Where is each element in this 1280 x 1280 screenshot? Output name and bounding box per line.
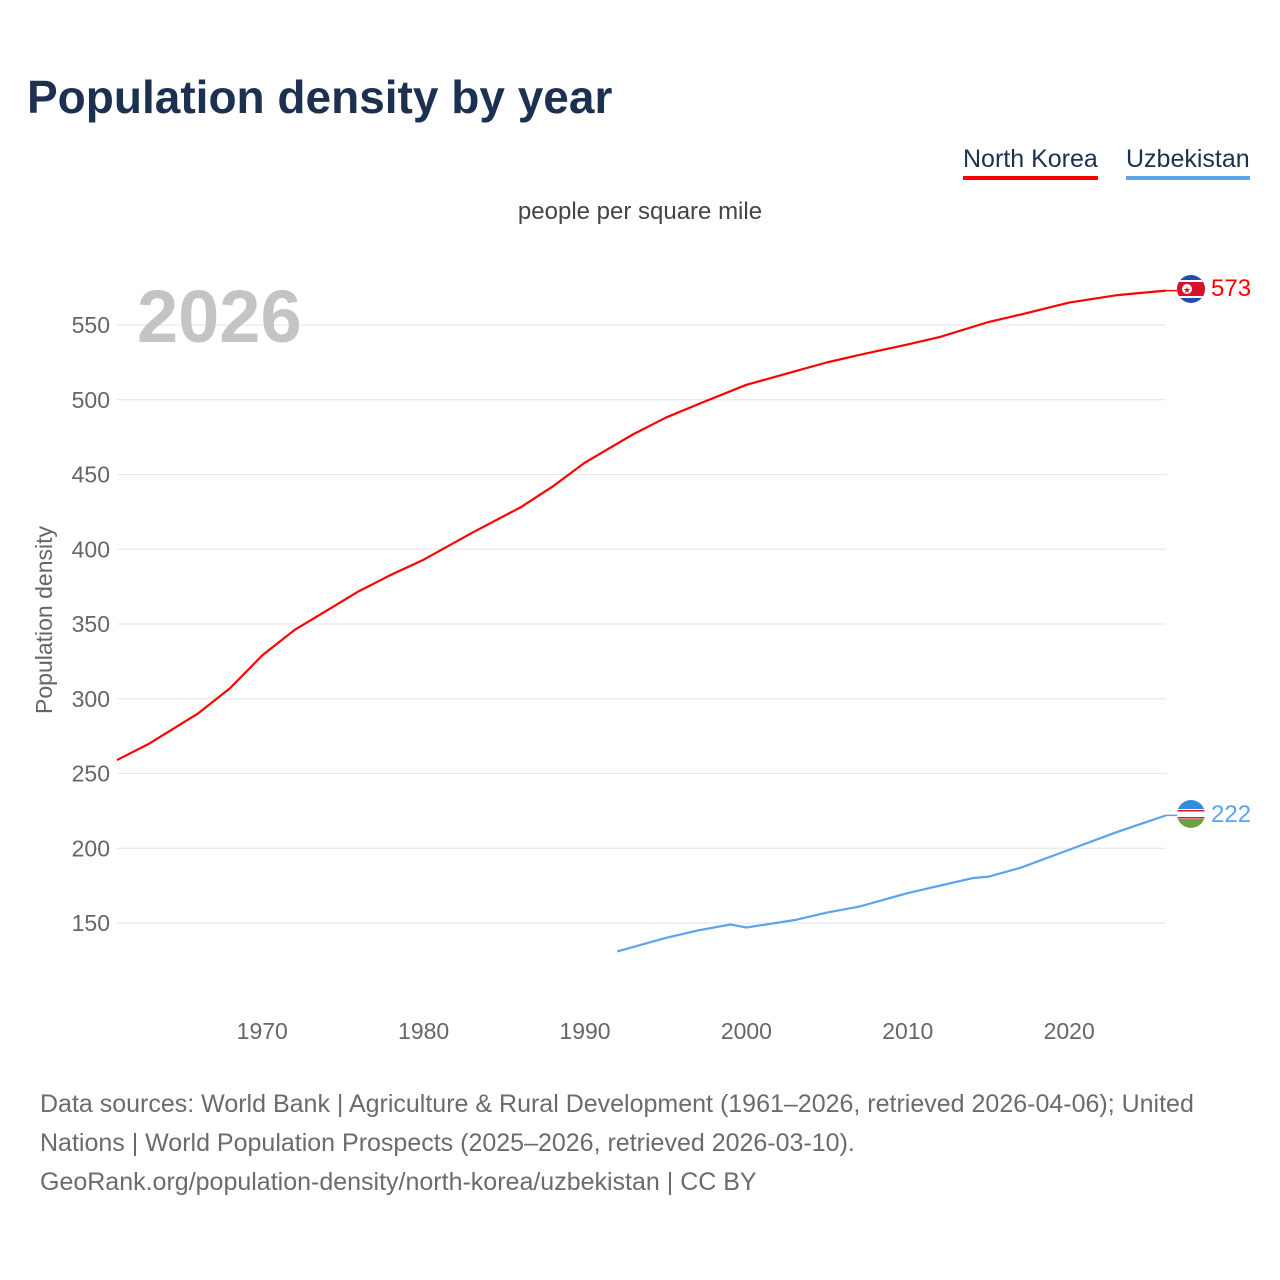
y-tick-label: 150 [72,910,110,936]
y-tick-label: 350 [72,611,110,637]
y-tick-label: 400 [72,536,110,562]
y-tick-label: 200 [72,835,110,861]
chart-subtitle: people per square mile [517,198,763,225]
series-line-north-korea[interactable] [116,289,1167,762]
footer: Data sources: World Bank | Agriculture &… [40,1085,1250,1202]
x-tick-label: 1990 [559,1018,610,1044]
y-tick-label: 300 [72,686,110,712]
north-korea-end-label: 573 [1211,275,1251,302]
svg-text:★: ★ [1183,285,1191,295]
x-tick-label: 2020 [1044,1018,1095,1044]
data-sources: Data sources: World Bank | Agriculture &… [40,1090,1194,1157]
legend-item-uzbekistan[interactable]: Uzbekistan [1126,145,1250,180]
chart-title: Population density by year [27,71,613,123]
y-tick-label: 550 [72,312,110,338]
y-axis-label: Population density [31,526,57,714]
north-korea-flag-icon: ★ [1177,275,1205,303]
x-tick-label: 1980 [398,1018,449,1044]
uzbekistan-flag-icon [1177,800,1205,828]
series-line-uzbekistan[interactable] [616,814,1167,953]
y-tick-label: 500 [72,387,110,413]
year-label: 2026 [137,275,302,358]
uzbekistan-end-label: 222 [1211,801,1251,828]
x-tick-label: 2010 [882,1018,933,1044]
y-tick-label: 250 [72,761,110,787]
y-tick-label: 450 [72,462,110,488]
x-tick-label: 1970 [237,1018,288,1044]
legend-item-north-korea[interactable]: North Korea [963,145,1098,180]
x-tick-label: 2000 [721,1018,772,1044]
credit-link[interactable]: GeoRank.org/population-density/north-kor… [40,1168,757,1196]
